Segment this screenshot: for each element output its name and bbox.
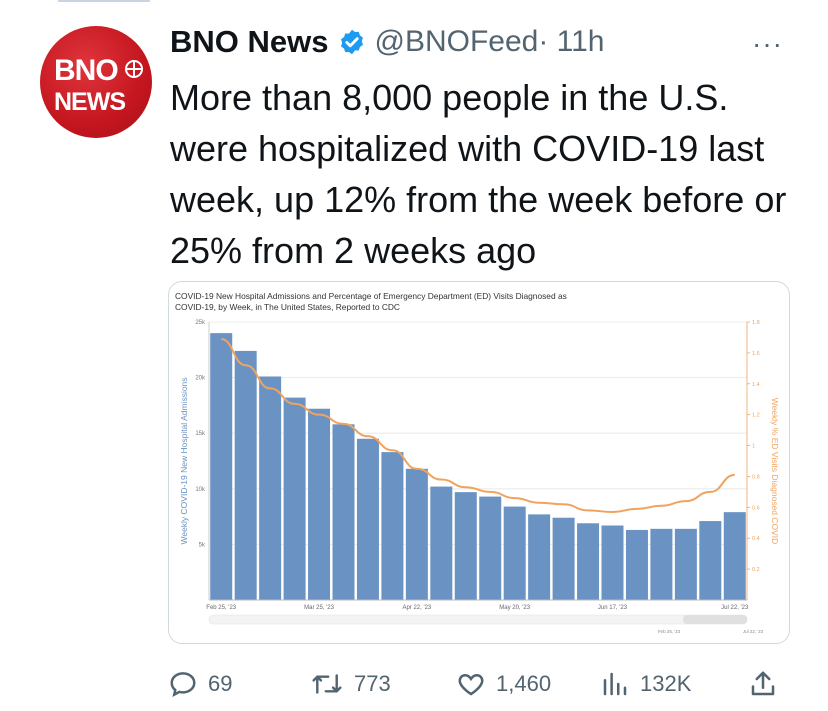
heart-icon [458,673,484,696]
views-icon [603,672,627,696]
y-tick-label: 25k [195,320,206,326]
bar-12 [503,506,526,600]
reply-button[interactable]: 69 [168,662,232,706]
y2-tick-label: 1.6 [752,351,760,357]
bar-17 [625,529,648,600]
chart-title-line-2: COVID-19, by Week, in The United States,… [175,302,400,312]
views-count: 132K [640,671,692,696]
x-tick-label: Feb 25, '23 [206,605,236,611]
share-icon [751,671,775,696]
bar-18 [650,528,673,600]
y-tick-label: 10k [195,487,206,493]
thread-line [58,0,150,2]
bar-1 [234,350,257,600]
like-button[interactable]: 1,460 [456,662,551,706]
tweet-timestamp[interactable]: · 11h [538,25,605,58]
y-tick-label: 20k [195,376,206,382]
author-handle[interactable]: @BNOFeed [374,25,539,58]
bar-20 [699,521,722,600]
y-tick-label: 5k [199,542,206,548]
author-name[interactable]: BNO News [170,24,329,59]
bar-2 [259,376,282,600]
y2-tick-label: 0.6 [752,505,760,511]
bar-21 [723,512,746,600]
bar-5 [332,424,355,600]
bar-14 [552,517,575,600]
y2-tick-label: 0.8 [752,474,760,480]
bar-4 [308,408,331,600]
y2-tick-label: 0.2 [752,567,760,573]
y2-tick-label: 1 [752,444,755,450]
avatar-text-news: NEWS [54,88,126,116]
repost-button[interactable]: 773 [310,662,391,706]
y2-tick-label: 1.2 [752,413,760,419]
bar-13 [528,514,551,600]
bar-15 [577,523,600,600]
reply-count: 69 [208,671,233,696]
y2-tick-label: 1.8 [752,320,760,326]
verified-badge-icon[interactable] [338,28,366,56]
bar-7 [381,452,404,600]
bar-0 [210,333,233,600]
bar-19 [674,528,697,600]
bar-9 [430,486,453,600]
y2-axis-title: Weekly % ED Visits Diagnosed COVID [770,398,780,545]
range-navigator [208,614,748,625]
ed-visits-line [220,337,735,513]
navigator-label-end: Jul 22, '23 [743,629,764,634]
avatar[interactable]: BNO NEWS [40,26,152,138]
like-count: 1,460 [496,671,552,696]
bar-11 [479,496,502,600]
x-tick-label: Apr 22, '23 [402,605,431,611]
more-options-icon[interactable]: ··· [752,28,783,59]
repost-icon [312,674,342,694]
tweet-text: More than 8,000 people in the U.S. were … [170,77,787,271]
tweet-header: BNO News @BNOFeed · 11h [170,22,604,62]
bar-6 [356,438,379,600]
reply-icon [170,672,196,698]
chart-title-line-1: COVID-19 New Hospital Admissions and Per… [175,291,567,301]
x-tick-label: May 20, '23 [499,605,530,611]
y2-tick-label: 1.4 [752,382,760,388]
y2-tick-label: 0.4 [752,536,760,542]
y-tick-label: 15k [195,431,206,437]
navigator-label-start: Feb 25, '23 [658,629,681,634]
x-tick-label: Jun 17, '23 [598,605,628,611]
chart-image[interactable]: COVID-19 New Hospital Admissions and Per… [168,281,790,644]
bar-16 [601,525,624,600]
x-tick-label: Jul 22, '23 [721,605,749,611]
chart-svg: COVID-19 New Hospital Admissions and Per… [175,291,780,634]
repost-count: 773 [354,671,391,696]
range-navigator-handle [683,615,747,624]
share-button[interactable] [748,662,788,706]
y-axis-title: Weekly COVID-19 New Hospital Admissions [179,377,189,544]
bar-3 [283,397,306,600]
action-bar: 69 773 1,460 132K [0,662,828,706]
bar-10 [454,492,477,600]
views-button[interactable]: 132K [600,662,691,706]
bar-8 [405,468,428,600]
globe-icon [125,60,143,78]
x-tick-label: Mar 25, '23 [304,605,334,611]
avatar-text-bno: BNO [54,54,119,87]
